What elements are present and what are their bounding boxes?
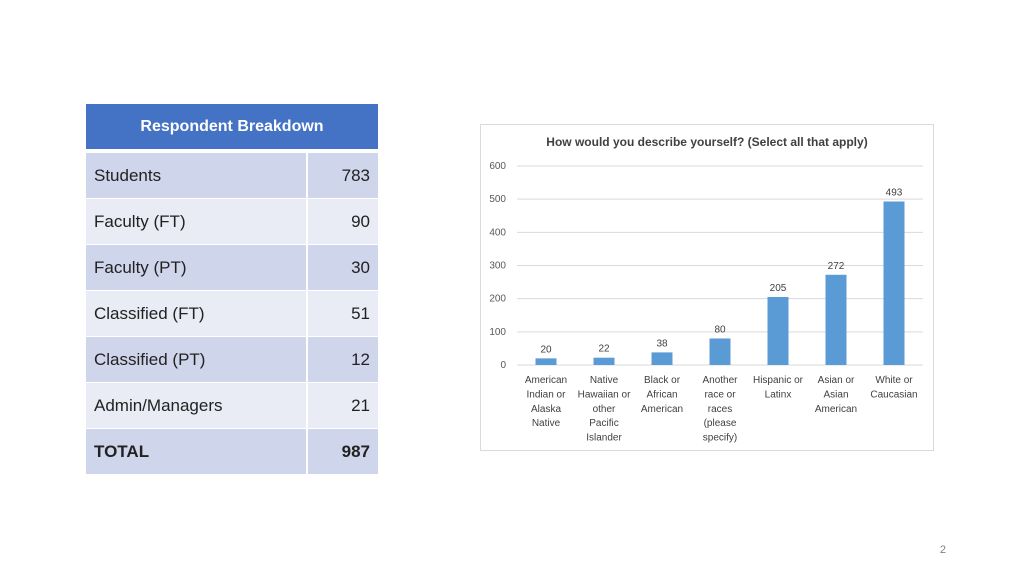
bar (825, 274, 847, 365)
row-label: Students (86, 153, 308, 198)
table-row: Admin/Managers 21 (86, 382, 378, 428)
y-tick-label: 0 (500, 360, 506, 371)
x-category-label: Asian or Asian American (815, 375, 857, 415)
x-category-label: Hispanic or Latinx (753, 375, 804, 400)
table-row-total: TOTAL 987 (86, 428, 378, 474)
row-label: Classified (FT) (86, 291, 308, 336)
x-category-label: Native Hawaiian or other Pacific Islander (578, 375, 631, 444)
x-category-label-line: (please (704, 418, 737, 429)
x-category-label-line: Hawaiian or (578, 389, 631, 400)
x-category-label-line: Another (702, 375, 738, 386)
table-row: Faculty (FT) 90 (86, 198, 378, 244)
x-category-label-line: Hispanic or (753, 375, 804, 386)
row-value: 90 (351, 211, 370, 231)
x-category-label: White or Caucasian (870, 375, 917, 400)
data-label: 272 (828, 261, 845, 272)
row-value: 12 (351, 349, 370, 369)
bar (535, 358, 557, 365)
row-value: 30 (351, 257, 370, 277)
respondent-table: Respondent Breakdown Students 783 Facult… (86, 104, 378, 474)
x-category-label-line: White or (875, 375, 913, 386)
table-body: Students 783 Faculty (FT) 90 Faculty (PT… (86, 152, 378, 474)
x-category-label-line: Indian or (527, 389, 567, 400)
x-category-label-line: race or (704, 389, 736, 400)
table-row: Classified (PT) 12 (86, 336, 378, 382)
table-row: Classified (FT) 51 (86, 290, 378, 336)
chart-plot-area: 0 100 200 300 400 500 600 20 American Indian or Al… (489, 161, 923, 444)
data-label: 80 (714, 324, 726, 335)
x-category-label-line: Asian (823, 389, 848, 400)
row-value: 51 (351, 303, 370, 323)
x-category-label-line: Native (532, 418, 561, 429)
row-value: 21 (351, 395, 370, 415)
bar (709, 338, 731, 365)
x-category-label: Black or African American (641, 375, 683, 415)
x-category-label-line: other (593, 404, 616, 415)
data-label: 493 (886, 187, 903, 198)
x-category-label-line: American (525, 375, 567, 386)
total-value: 987 (341, 441, 370, 461)
x-category-label-line: specify) (703, 433, 737, 444)
x-category-label-line: Native (590, 375, 619, 386)
x-category-label-line: African (646, 389, 677, 400)
data-label: 22 (598, 344, 610, 355)
row-label: Admin/Managers (86, 383, 308, 428)
x-category-label-line: Caucasian (870, 389, 917, 400)
data-label: 205 (770, 283, 787, 294)
x-category-label-line: Islander (586, 433, 622, 444)
row-label: Classified (PT) (86, 337, 308, 382)
y-tick-label: 600 (489, 161, 506, 172)
bar (593, 357, 615, 365)
row-label: Faculty (FT) (86, 199, 308, 244)
bar-chart: How would you describe yourself? (Select… (480, 124, 934, 451)
total-label: TOTAL (86, 429, 308, 474)
y-tick-label: 500 (489, 194, 506, 205)
row-value: 783 (341, 165, 370, 185)
bar (883, 201, 905, 365)
x-category-label: Another race or races (please specify) (702, 375, 738, 444)
x-category-label-line: Latinx (765, 389, 792, 400)
x-category-label-line: Asian or (818, 375, 855, 386)
table-row: Faculty (PT) 30 (86, 244, 378, 290)
bar (651, 352, 673, 365)
row-label: Faculty (PT) (86, 245, 308, 290)
table-row: Students 783 (86, 152, 378, 198)
chart-title: How would you describe yourself? (Select… (546, 135, 868, 149)
page-number: 2 (939, 544, 946, 556)
x-category-label-line: Black or (644, 375, 681, 386)
y-tick-label: 200 (489, 294, 506, 305)
x-category-label-line: American (815, 404, 857, 415)
x-category-label-line: American (641, 404, 683, 415)
y-tick-label: 100 (489, 327, 506, 338)
x-category-label-line: Pacific (589, 418, 618, 429)
data-label: 38 (656, 338, 668, 349)
bar (767, 297, 789, 365)
table-header: Respondent Breakdown (86, 104, 378, 152)
data-label: 20 (540, 344, 552, 355)
x-category-label: American Indian or Alaska Native (525, 375, 567, 429)
x-category-label-line: races (708, 404, 732, 415)
y-tick-label: 400 (489, 227, 506, 238)
x-category-label-line: Alaska (531, 404, 561, 415)
y-tick-label: 300 (489, 261, 506, 272)
